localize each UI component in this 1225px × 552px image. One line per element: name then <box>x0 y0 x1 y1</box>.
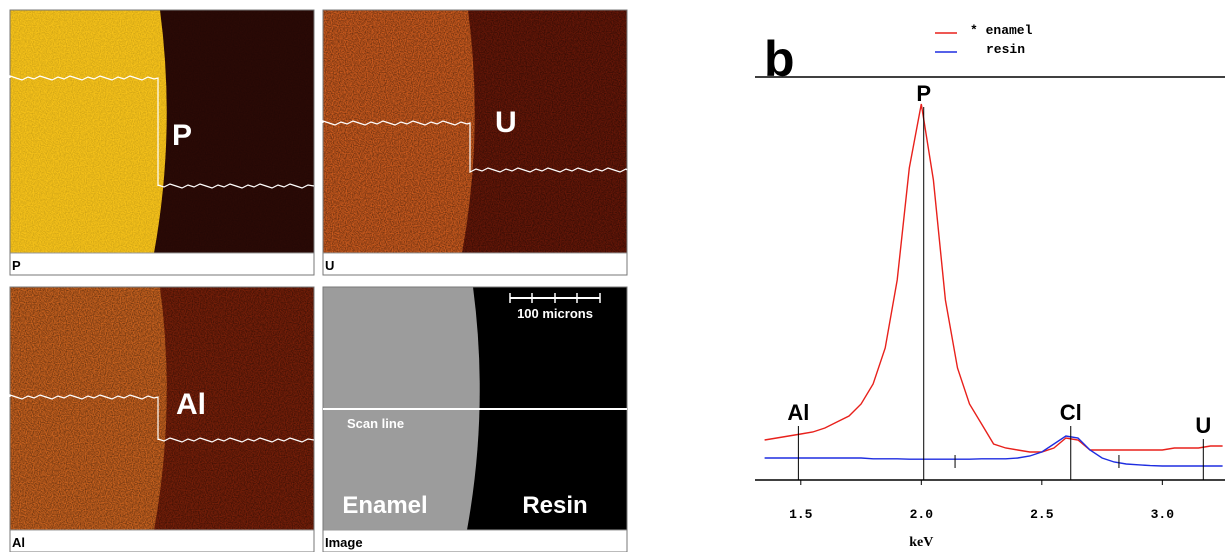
panel-border <box>322 286 628 552</box>
x-tick-label: 2.0 <box>910 507 934 522</box>
panel-border <box>9 9 315 276</box>
map-panel: PP <box>9 9 315 276</box>
x-tick-label: 2.5 <box>1030 507 1054 522</box>
panel-border <box>322 9 628 276</box>
map-caption: Image <box>325 535 363 550</box>
element-label: Al <box>176 388 206 421</box>
legend-label: * enamel <box>970 23 1033 38</box>
map-caption: U <box>325 258 334 273</box>
peak-label: U <box>1195 413 1211 438</box>
panel-label: b <box>764 31 795 87</box>
panel-border <box>9 286 315 552</box>
caption-strip <box>9 252 315 276</box>
map-caption: Al <box>12 535 25 550</box>
map-panel: Image Scan line 100 microns Enamel Resin <box>322 286 628 552</box>
element-label: P <box>172 119 192 152</box>
peak-label: Cl <box>1060 400 1082 425</box>
x-tick-label: 3.0 <box>1151 507 1175 522</box>
map-panel: Al Al <box>9 286 315 552</box>
map-caption: P <box>12 258 21 273</box>
region-label: Resin <box>522 492 587 519</box>
legend-label: resin <box>986 42 1025 57</box>
x-axis-label: keV <box>909 535 933 550</box>
region-label: Enamel <box>342 492 427 519</box>
element-label: U <box>495 106 517 139</box>
scan-line-label: Scan line <box>347 416 404 431</box>
x-tick-label: 1.5 <box>789 507 813 522</box>
texture <box>10 287 314 530</box>
peak-label: Al <box>787 400 809 425</box>
texture <box>323 10 627 253</box>
spectrum-line <box>764 435 1223 467</box>
scan-profile <box>322 120 628 173</box>
peak-label: P <box>916 81 931 106</box>
caption-strip <box>322 529 628 552</box>
scan-profile <box>9 75 315 189</box>
caption-strip <box>9 529 315 552</box>
scan-profile <box>9 394 315 443</box>
caption-strip <box>322 252 628 276</box>
scale-bar-label: 100 microns <box>517 306 593 321</box>
spectrum-line <box>764 103 1223 453</box>
texture <box>10 10 314 253</box>
map-panel: UU <box>322 9 628 276</box>
